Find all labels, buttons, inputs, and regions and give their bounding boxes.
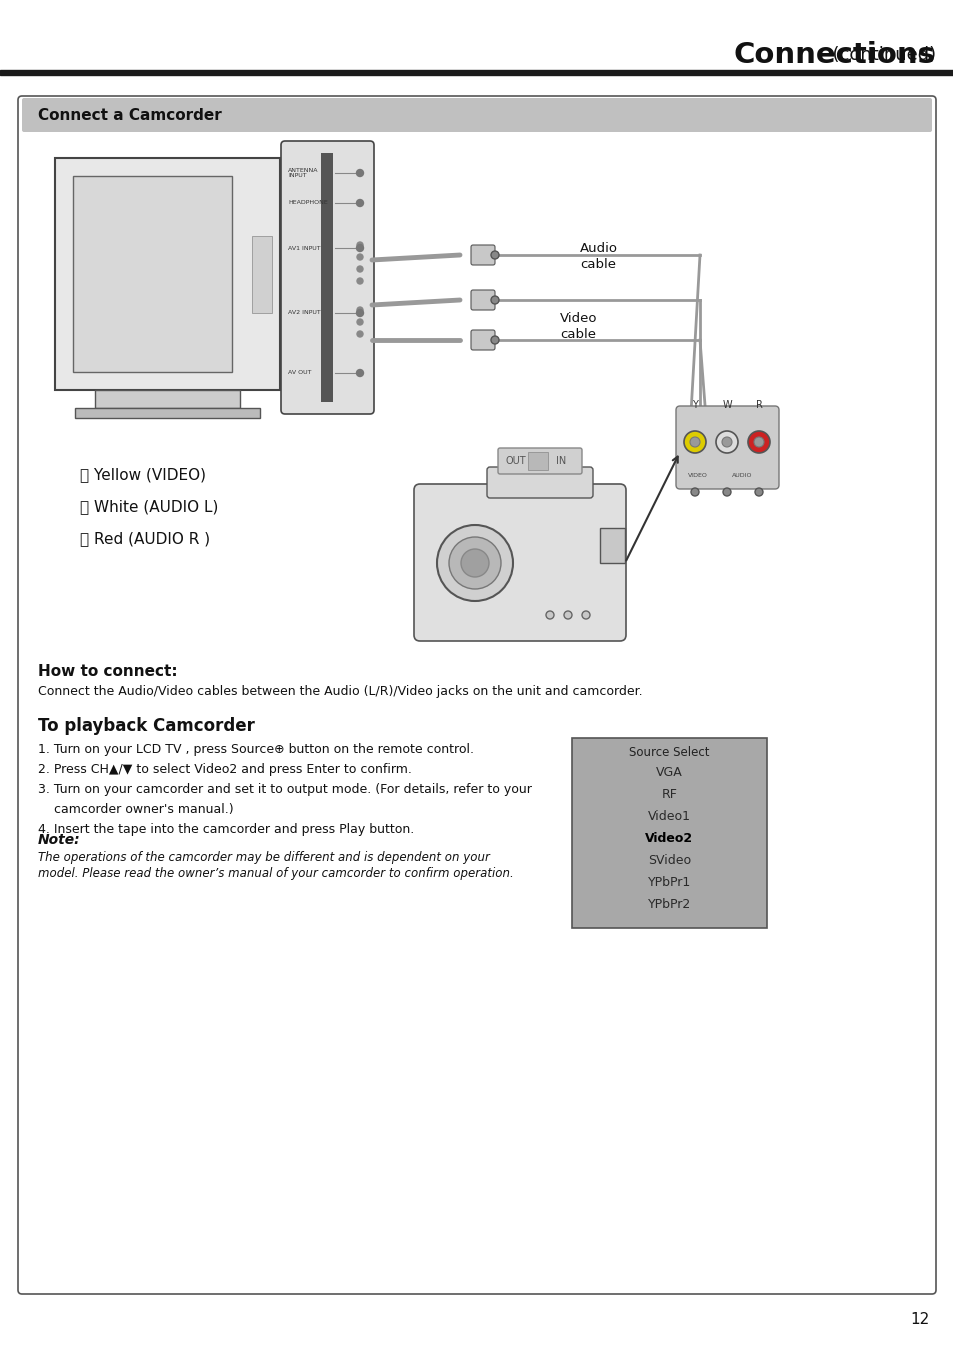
Bar (599, 529, 624, 564)
Text: Audio: Audio (579, 242, 618, 254)
Circle shape (545, 611, 554, 619)
Bar (572, 738, 766, 928)
Text: cable: cable (559, 327, 596, 340)
Text: Ⓠ White (AUDIO L): Ⓠ White (AUDIO L) (80, 499, 218, 515)
Text: AV OUT: AV OUT (288, 370, 312, 375)
Text: Y: Y (691, 399, 698, 410)
Text: 2. Press CH▲/▼ to select Video2 and press Enter to confirm.: 2. Press CH▲/▼ to select Video2 and pres… (38, 764, 412, 776)
Circle shape (563, 611, 572, 619)
Text: To playback Camcorder: To playback Camcorder (38, 717, 254, 734)
Circle shape (356, 278, 363, 284)
Text: IN: IN (556, 456, 566, 465)
Text: 4. Insert the tape into the camcorder and press Play button.: 4. Insert the tape into the camcorder an… (38, 823, 414, 837)
Circle shape (460, 549, 489, 577)
Circle shape (683, 430, 705, 453)
Circle shape (754, 488, 762, 496)
Text: Video2: Video2 (645, 831, 693, 845)
Circle shape (716, 430, 738, 453)
Text: ANTENNA
INPUT: ANTENNA INPUT (288, 168, 318, 178)
Text: AV1 INPUT: AV1 INPUT (288, 246, 320, 250)
Bar (320, 153, 333, 402)
Text: Connect a Camcorder: Connect a Camcorder (38, 108, 221, 122)
Circle shape (722, 488, 730, 496)
Circle shape (356, 169, 363, 176)
Text: cable: cable (579, 257, 616, 270)
Circle shape (721, 437, 731, 447)
FancyBboxPatch shape (414, 484, 625, 642)
Bar (95, 390, 240, 408)
Bar (0, 70, 953, 75)
Circle shape (356, 307, 363, 313)
FancyBboxPatch shape (471, 245, 495, 265)
Circle shape (491, 336, 498, 344)
Circle shape (491, 296, 498, 304)
Text: 1. Turn on your LCD TV , press Source⊕ button on the remote control.: 1. Turn on your LCD TV , press Source⊕ b… (38, 744, 474, 756)
Text: model. Please read the owner’s manual of your camcorder to confirm operation.: model. Please read the owner’s manual of… (38, 868, 514, 881)
FancyBboxPatch shape (22, 98, 931, 132)
Circle shape (436, 525, 513, 601)
FancyBboxPatch shape (486, 467, 593, 498)
Circle shape (491, 252, 498, 260)
Bar (75, 408, 260, 418)
Circle shape (356, 245, 363, 252)
FancyBboxPatch shape (281, 141, 374, 414)
Text: Video: Video (559, 312, 597, 324)
Text: VIDEO: VIDEO (687, 473, 707, 477)
Circle shape (356, 254, 363, 260)
Circle shape (356, 242, 363, 247)
Text: Video1: Video1 (647, 810, 690, 823)
Text: Connections: Connections (733, 40, 935, 69)
Circle shape (356, 199, 363, 207)
Text: YPbPr2: YPbPr2 (647, 897, 690, 911)
Text: HEADPHONE: HEADPHONE (288, 200, 328, 206)
Text: VGA: VGA (656, 765, 682, 779)
Text: 12: 12 (910, 1313, 929, 1328)
Circle shape (747, 430, 769, 453)
Text: Ⓡ Red (AUDIO R ): Ⓡ Red (AUDIO R ) (80, 531, 210, 546)
Circle shape (356, 331, 363, 338)
Bar (73, 176, 232, 373)
Circle shape (690, 488, 699, 496)
Text: ⓨ Yellow (VIDEO): ⓨ Yellow (VIDEO) (80, 468, 206, 483)
Bar (252, 235, 272, 313)
Circle shape (753, 437, 763, 447)
Circle shape (581, 611, 589, 619)
Text: Source Select: Source Select (629, 745, 709, 759)
Bar (527, 452, 547, 469)
FancyBboxPatch shape (471, 291, 495, 309)
Text: AUDIO: AUDIO (731, 473, 752, 477)
Text: Connect the Audio/Video cables between the Audio (L/R)/Video jacks on the unit a: Connect the Audio/Video cables between t… (38, 686, 642, 698)
Circle shape (356, 370, 363, 377)
FancyBboxPatch shape (471, 330, 495, 350)
Text: W: W (721, 399, 731, 410)
Text: (continued): (continued) (682, 46, 935, 65)
Text: 3. Turn on your camcorder and set it to output mode. (For details, refer to your: 3. Turn on your camcorder and set it to … (38, 784, 532, 796)
Text: camcorder owner's manual.): camcorder owner's manual.) (38, 803, 233, 816)
FancyBboxPatch shape (497, 448, 581, 473)
Circle shape (356, 309, 363, 316)
FancyBboxPatch shape (18, 95, 935, 1294)
Text: AV2 INPUT: AV2 INPUT (288, 311, 320, 316)
Text: YPbPr1: YPbPr1 (647, 876, 690, 889)
Text: RF: RF (660, 788, 677, 800)
Circle shape (356, 319, 363, 325)
Circle shape (689, 437, 700, 447)
Text: SVideo: SVideo (647, 854, 690, 866)
Text: How to connect:: How to connect: (38, 664, 177, 679)
Text: OUT: OUT (505, 456, 526, 465)
Circle shape (356, 266, 363, 272)
Bar (55, 157, 280, 390)
Text: The operations of the camcorder may be different and is dependent on your: The operations of the camcorder may be d… (38, 851, 489, 865)
Text: R: R (755, 399, 761, 410)
Text: Note:: Note: (38, 833, 81, 847)
Circle shape (449, 537, 500, 589)
FancyBboxPatch shape (676, 406, 779, 490)
